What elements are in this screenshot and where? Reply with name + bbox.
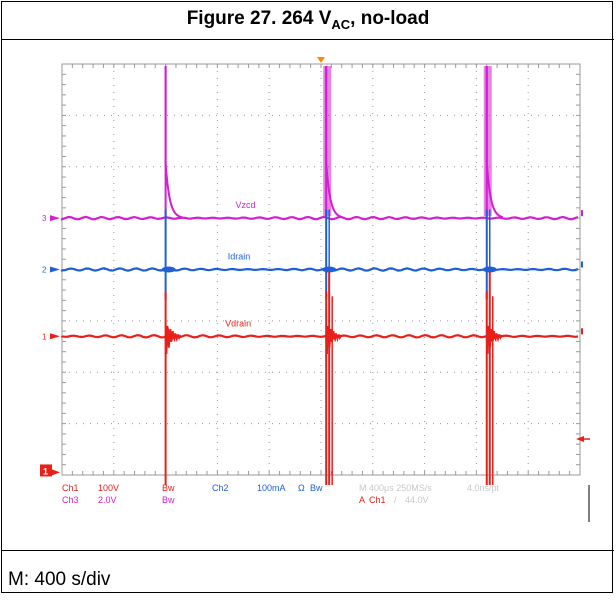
channel-marker-1: 1 — [42, 332, 47, 341]
channel-marker-box — [40, 464, 52, 477]
channel-marker-3: 3 — [42, 214, 47, 223]
trace-event-ringing — [485, 325, 503, 354]
channel-marker-2: 2 — [42, 266, 47, 275]
title-suffix: , no-load — [350, 8, 430, 29]
status-row1-item: Bw — [310, 483, 323, 493]
trace-event-blob — [161, 266, 176, 273]
trace-vzcd — [60, 215, 579, 221]
trace-label-vzcd: Vzcd — [236, 200, 256, 210]
trace-label-vdrain: Vdrain — [225, 318, 251, 328]
status-row1-item: Ch2 — [212, 483, 229, 493]
channel-marker-arrow — [52, 469, 60, 476]
status-row1-item: Bw — [162, 483, 175, 493]
title-prefix: Figure 27. 264 V — [186, 8, 332, 29]
status-row1-item: 4.0ns/pt — [467, 483, 500, 493]
status-row1-item: M 400μs 250MS/s — [359, 483, 432, 493]
status-row2-item: Ch1 — [369, 495, 386, 505]
trace-event-blob — [482, 266, 497, 273]
status-row1-item: 100mA — [257, 483, 286, 493]
trace-event-ringing — [164, 325, 182, 354]
trace-event-blob — [322, 266, 337, 273]
channel-marker-arrow — [50, 215, 60, 222]
trace-event-ringing — [325, 325, 343, 354]
trigger-position-marker — [317, 57, 325, 63]
trigger-level-arrow — [576, 436, 584, 443]
status-row2-item: 44.0V — [405, 495, 429, 505]
channel-marker-arrow — [50, 266, 60, 273]
oscilloscope-plot: Vzcd 3 Idrain 2 Vdrain 1 1 Ch1 100V Bw Ch2 100mA Ω Bw… — [40, 57, 590, 522]
status-row2-item: Bw — [162, 495, 175, 505]
status-row2-item: 2.0V — [98, 495, 117, 505]
status-row2-item: A — [359, 495, 365, 505]
figure-footer: M: 400 s/div — [2, 550, 614, 594]
figure-title: Figure 27. 264 VAC, no-load — [2, 2, 614, 40]
trace-label-idrain: Idrain — [228, 252, 251, 262]
title-subscript: AC — [331, 17, 351, 32]
status-row2-item: Ch3 — [62, 495, 79, 505]
status-row1-item: 100V — [98, 483, 119, 493]
status-row2-item: / — [394, 495, 397, 505]
figure-frame: Figure 27. 264 VAC, no-load Vzcd 3 Idrain 2… — [1, 1, 614, 594]
channel-marker-arrow — [50, 333, 60, 340]
status-row1-item: Ω — [298, 483, 305, 493]
status-row1-item: Ch1 — [62, 483, 79, 493]
trace-event-decay — [164, 66, 182, 219]
trace-idrain — [60, 267, 579, 272]
channel-marker-1: 1 — [43, 466, 48, 476]
trace-event-burst — [483, 66, 492, 217]
trace-event-burst — [323, 66, 332, 217]
